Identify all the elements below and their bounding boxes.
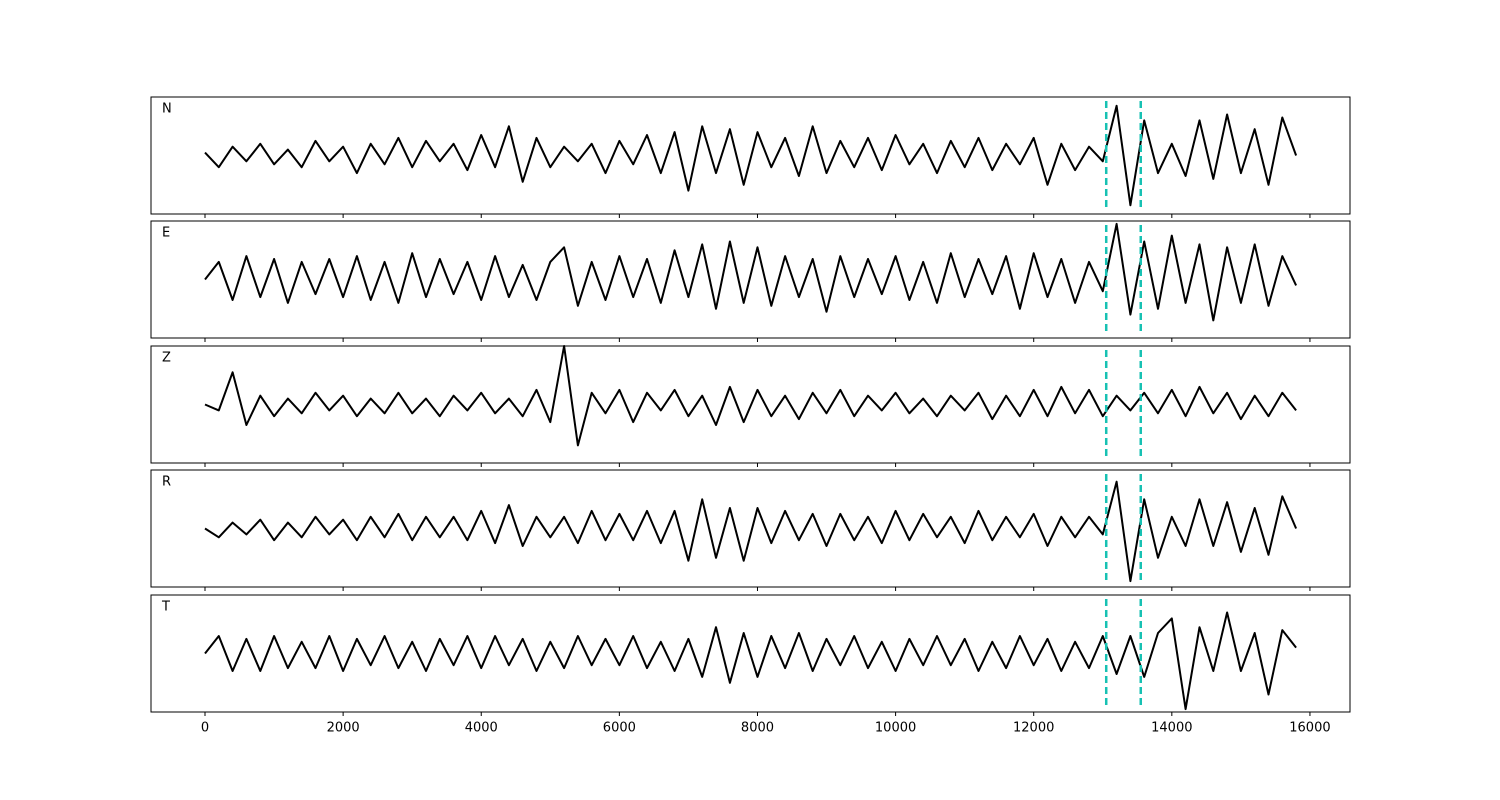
panel-label: Z (162, 351, 171, 366)
panel-label: R (162, 475, 171, 490)
trace (204, 480, 1298, 583)
panel-frame (150, 594, 1351, 713)
x-tick-label: 2000 (327, 721, 360, 736)
x-tick-label: 6000 (603, 721, 636, 736)
panel-frame (150, 220, 1351, 339)
x-tick-label: 10000 (875, 721, 916, 736)
x-tick-label: 12000 (1013, 721, 1054, 736)
trace (204, 611, 1297, 711)
panel-frame (150, 96, 1351, 215)
panel-frame (150, 345, 1351, 464)
trace (204, 222, 1298, 322)
x-tick-label: 16000 (1289, 721, 1330, 736)
x-tick-label: 8000 (741, 721, 774, 736)
x-tick-label: 4000 (465, 721, 498, 736)
trace (204, 345, 1297, 447)
panel-label: N (162, 102, 172, 117)
panel-label: E (162, 226, 170, 241)
x-tick-label: 14000 (1151, 721, 1192, 736)
trace (204, 104, 1298, 207)
panel-frame (150, 469, 1351, 588)
panel-label: T (161, 600, 170, 615)
x-tick-label: 0 (201, 721, 209, 736)
